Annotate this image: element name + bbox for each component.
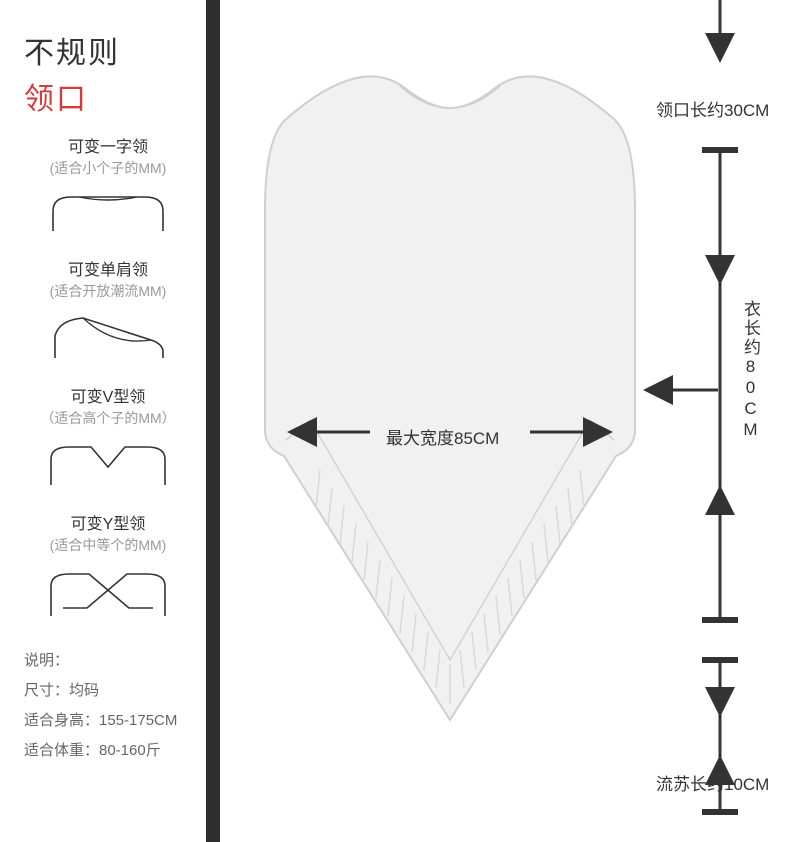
specs-row: 适合体重：80-160斤 (24, 736, 192, 766)
collar-boat-icon (43, 183, 173, 235)
collar-y-icon (43, 560, 173, 620)
sidebar: 不规则 领口 可变一字领 (适合小个子的MM) 可变单肩领 (适合开放潮流MM)… (0, 0, 206, 842)
specs-row: 适合身高：155-175CM (24, 706, 192, 736)
collar-option-boat: 可变一字领 (适合小个子的MM) (24, 138, 192, 235)
fringe (316, 470, 584, 704)
fringe-length-label: 流苏长约10CM (656, 770, 769, 795)
collar-label: 可变一字领 (24, 138, 192, 159)
specs-heading: 说明： (24, 646, 192, 676)
title-line1: 不规则 (24, 28, 192, 72)
body-length-label: 衣长约80CM (738, 300, 763, 441)
collar-option-v: 可变V型领 （适合高个子的MM） (24, 388, 192, 489)
vertical-divider (206, 0, 220, 842)
collar-sub: （适合高个子的MM） (24, 409, 192, 427)
collar-label: 可变Y型领 (24, 515, 192, 536)
collar-one-shoulder-icon (43, 306, 173, 362)
collar-label: 可变单肩领 (24, 261, 192, 282)
specs-row: 尺寸：均码 (24, 676, 192, 706)
collar-option-y: 可变Y型领 (适合中等个的MM) (24, 515, 192, 620)
collar-sub: (适合开放潮流MM) (24, 282, 192, 300)
neckline-length-label: 领口长约30CM (656, 96, 769, 121)
specs: 说明： 尺寸：均码 适合身高：155-175CM 适合体重：80-160斤 (24, 646, 192, 766)
max-width-label: 最大宽度85CM (386, 424, 499, 449)
title-line2: 领口 (24, 74, 192, 118)
collar-label: 可变V型领 (24, 388, 192, 409)
collar-v-icon (43, 433, 173, 489)
collar-sub: (适合中等个的MM) (24, 536, 192, 554)
collar-option-one-shoulder: 可变单肩领 (适合开放潮流MM) (24, 261, 192, 362)
garment-diagram-svg (220, 0, 800, 842)
title: 不规则 领口 (24, 28, 192, 118)
garment-shape (265, 76, 635, 720)
collar-sub: (适合小个子的MM) (24, 159, 192, 177)
diagram-area: 领口长约30CM 最大宽度85CM 衣长约80CM 流苏长约10CM (220, 0, 800, 842)
